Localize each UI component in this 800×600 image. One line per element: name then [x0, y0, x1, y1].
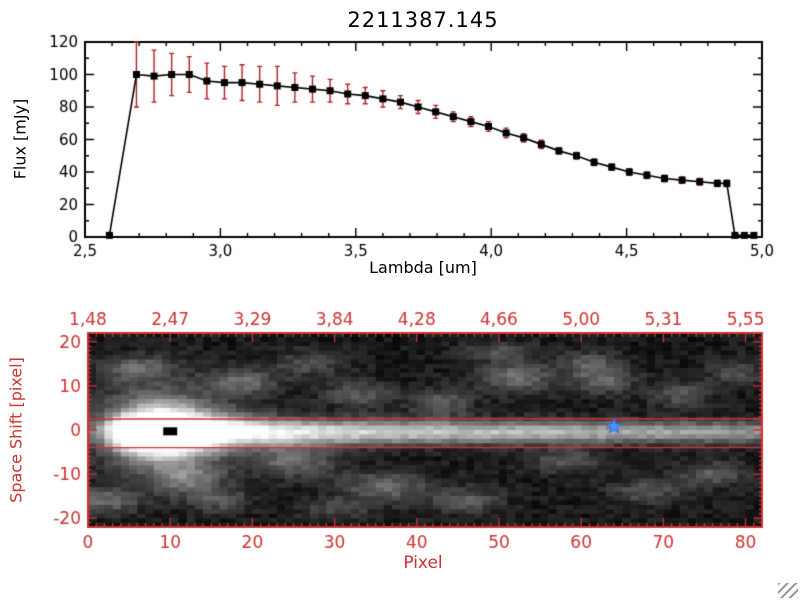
flux-axis-label: Flux [mJy]: [10, 98, 30, 180]
pixel-axis-label: Pixel: [403, 553, 443, 573]
space-shift-axis-label: Space Shift [pixel]: [6, 357, 26, 503]
lambda-axis-label: Lambda [um]: [369, 258, 477, 277]
resize-grip[interactable]: [778, 583, 798, 598]
chart-title: 2211387.145: [347, 8, 499, 32]
